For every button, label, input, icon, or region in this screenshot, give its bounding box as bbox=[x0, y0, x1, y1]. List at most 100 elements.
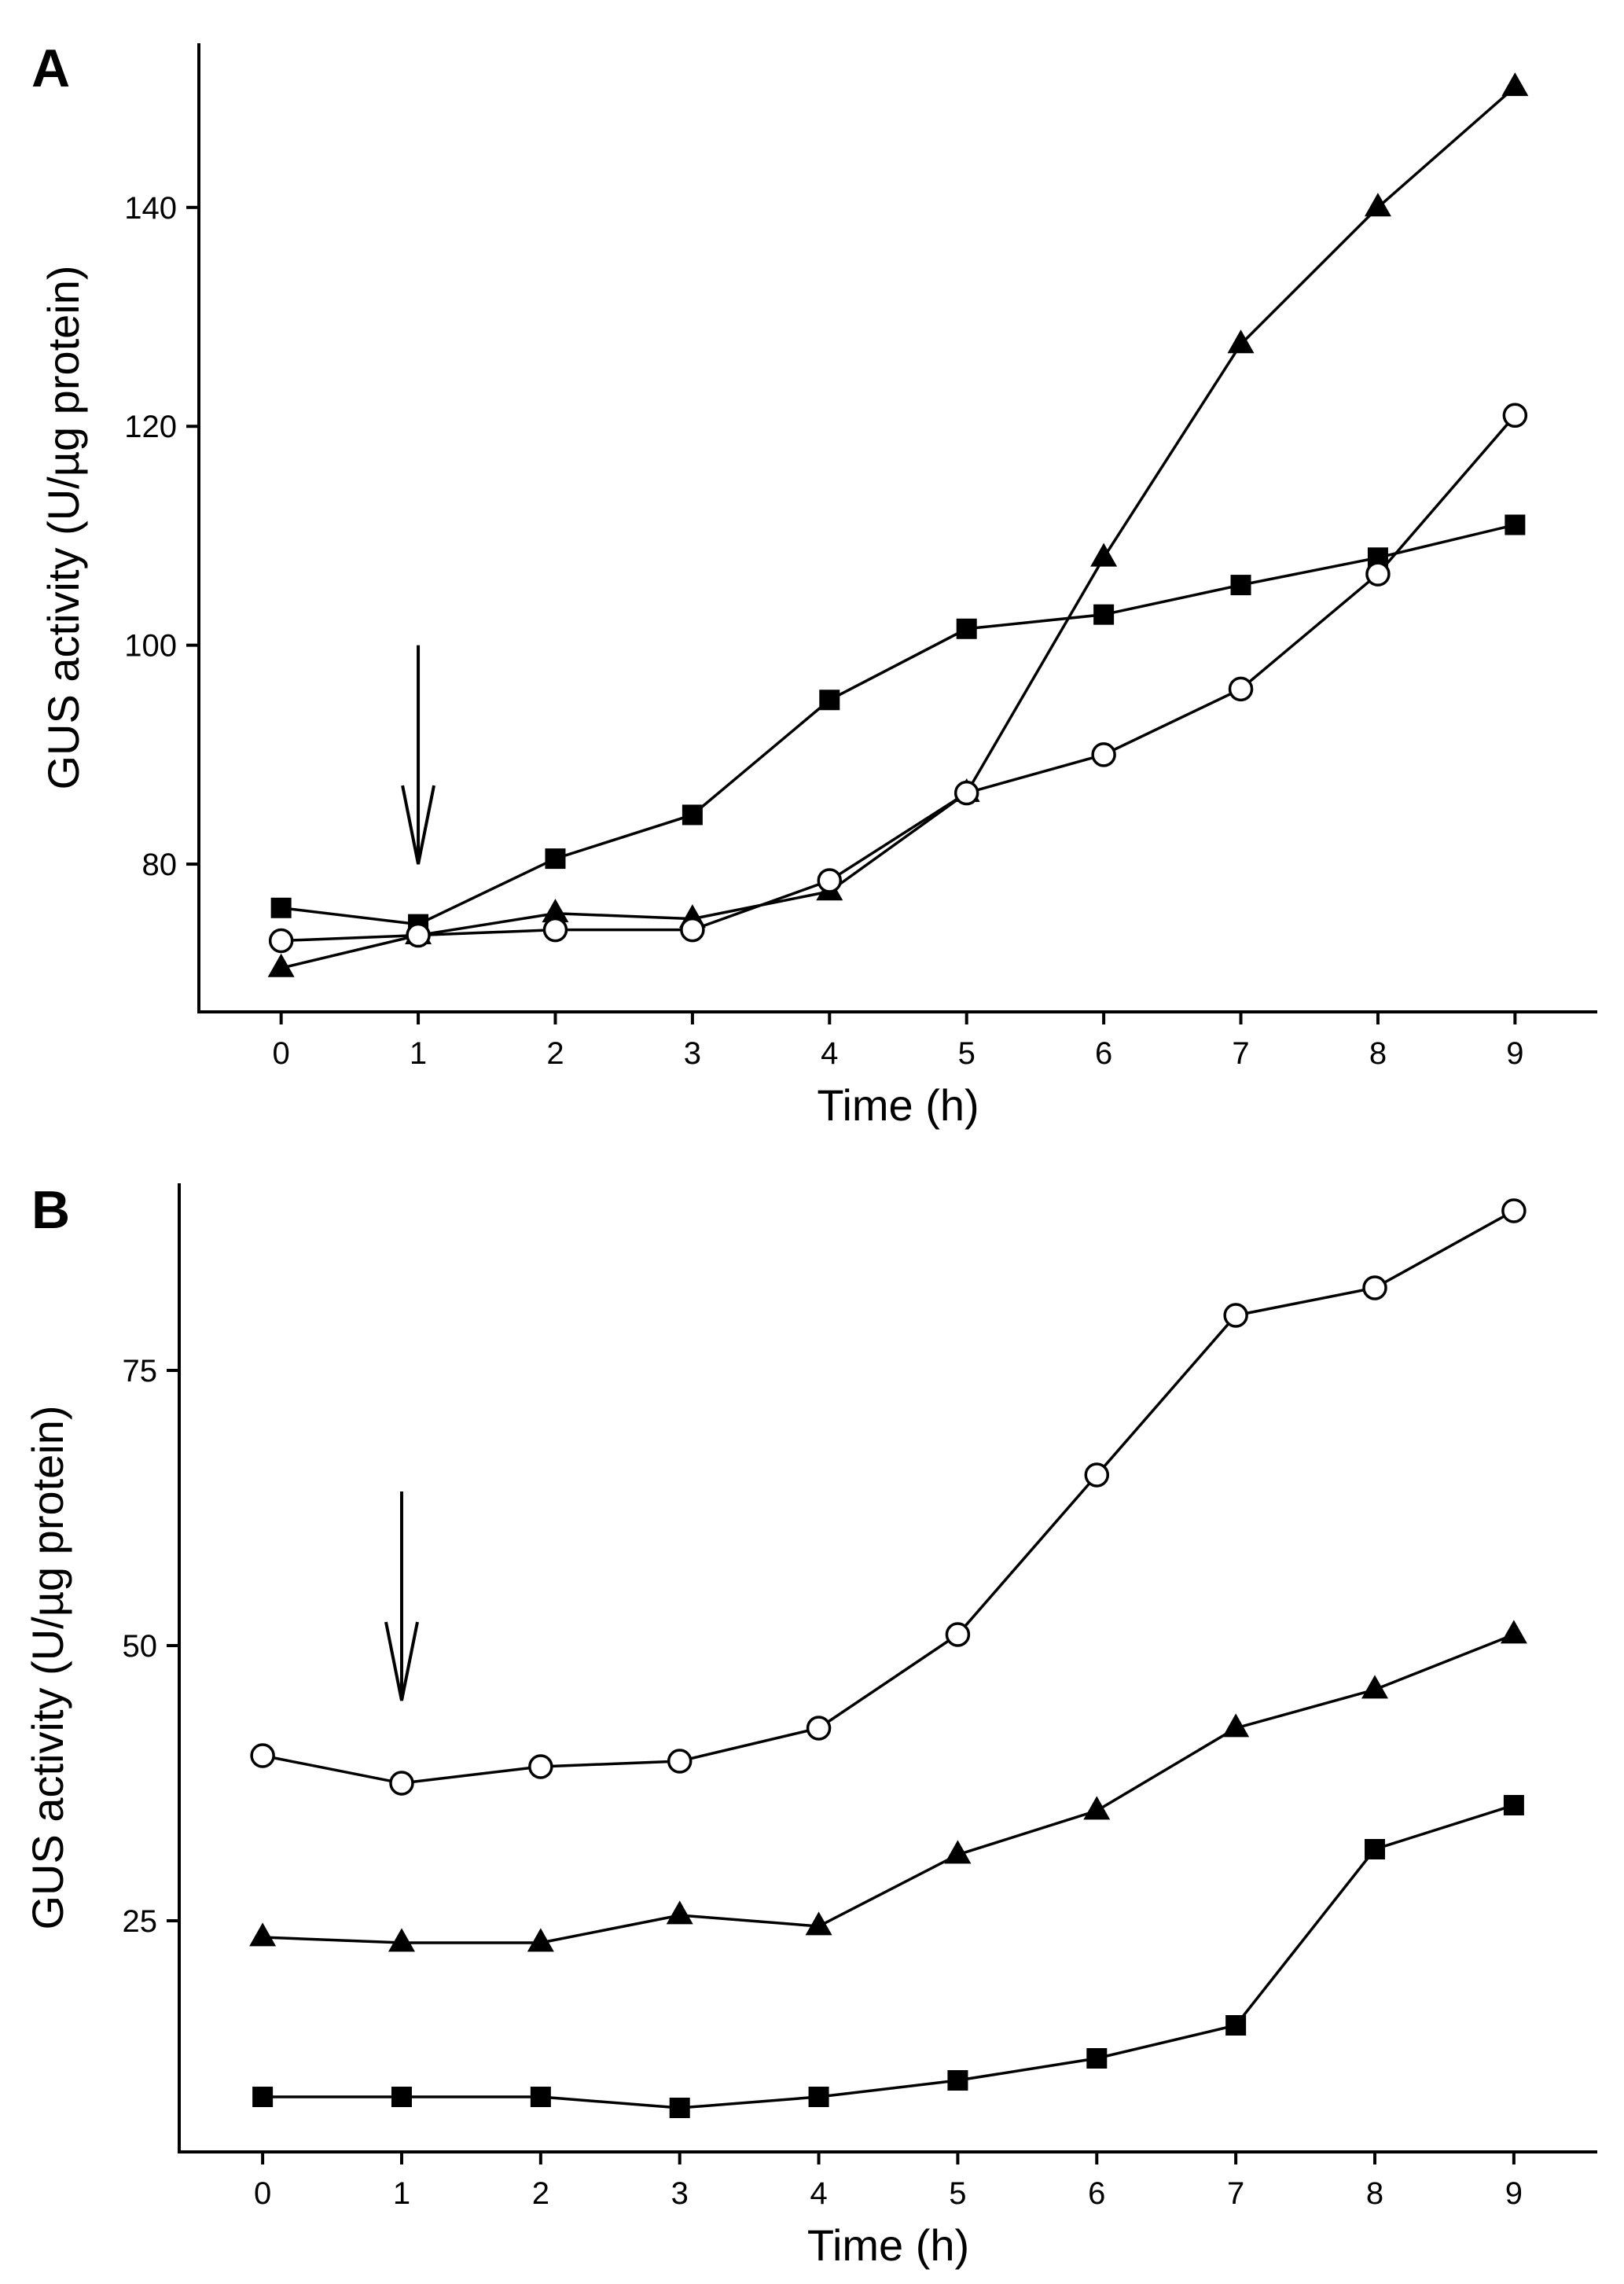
markers-filled-square bbox=[252, 1795, 1524, 2118]
data-point-circle bbox=[1502, 403, 1528, 428]
data-point-square bbox=[391, 2087, 412, 2107]
data-point-square bbox=[252, 2087, 274, 2107]
data-point-square bbox=[545, 848, 566, 870]
x-tick-label: 1 bbox=[393, 2176, 410, 2211]
data-point-triangle bbox=[1500, 1620, 1527, 1644]
data-point-square bbox=[270, 897, 292, 918]
data-point-square bbox=[1093, 604, 1115, 625]
data-point-circle bbox=[389, 1771, 414, 1796]
panel-label: A bbox=[31, 39, 70, 98]
data-point-triangle bbox=[1361, 1675, 1389, 1699]
y-tick-label: 80 bbox=[142, 848, 178, 882]
data-point-circle bbox=[406, 922, 431, 948]
markers-filled-square bbox=[270, 514, 1526, 935]
data-point-square bbox=[1225, 2015, 1247, 2036]
axes bbox=[197, 43, 1597, 1013]
y-axis-title: GUS activity (U/µg protein) bbox=[23, 1405, 72, 1929]
x-tick-label: 6 bbox=[1095, 1036, 1112, 1071]
series-line bbox=[281, 523, 1516, 926]
data-point-triangle bbox=[267, 953, 295, 977]
series-filled-square bbox=[263, 1804, 1515, 2109]
panel-a: A 0 1 2 3 4 5 6 7 8 9 80 100 120 140 Time (h) GUS activi… bbox=[31, 39, 1597, 1130]
data-point-circle bbox=[1223, 1303, 1248, 1328]
x-axis-title: Time (h) bbox=[807, 2220, 969, 2270]
series-line bbox=[281, 86, 1516, 970]
data-point-circle bbox=[817, 868, 843, 893]
x-tick-label: 6 bbox=[1088, 2176, 1105, 2211]
data-point-square bbox=[1086, 2048, 1108, 2069]
markers-open-circle bbox=[250, 1198, 1527, 1796]
data-point-square bbox=[682, 804, 703, 826]
data-point-circle bbox=[680, 917, 705, 943]
series-line bbox=[281, 414, 1516, 943]
x-tick-label: 4 bbox=[821, 1036, 838, 1071]
data-point-triangle bbox=[1222, 1713, 1250, 1738]
x-tick-label: 5 bbox=[949, 2176, 966, 2211]
data-point-square bbox=[947, 2070, 968, 2091]
data-point-square bbox=[1503, 1795, 1524, 1815]
data-point-square bbox=[1230, 575, 1251, 596]
data-point-triangle bbox=[1090, 542, 1118, 567]
data-point-triangle bbox=[1227, 329, 1255, 354]
data-point-triangle bbox=[944, 1840, 972, 1864]
data-point-circle bbox=[250, 1743, 275, 1768]
y-tick-label: 140 bbox=[124, 191, 177, 226]
data-point-triangle bbox=[1083, 1796, 1111, 1820]
data-point-circle bbox=[806, 1716, 832, 1741]
x-tick-label: 2 bbox=[546, 1036, 564, 1071]
data-point-circle bbox=[945, 1622, 971, 1647]
x-tick-label: 0 bbox=[254, 2176, 271, 2211]
data-point-triangle bbox=[249, 1922, 277, 1947]
x-tick-label: 1 bbox=[410, 1036, 427, 1071]
data-point-triangle bbox=[1364, 193, 1391, 217]
markers-open-circle bbox=[268, 403, 1528, 954]
y-tick-label: 75 bbox=[123, 1354, 158, 1388]
series-filled-triangle bbox=[263, 1633, 1515, 1944]
data-point-circle bbox=[953, 780, 979, 806]
data-point-square bbox=[1505, 514, 1526, 535]
data-point-circle bbox=[542, 917, 568, 943]
x-tick-label: 9 bbox=[1505, 2176, 1523, 2211]
series-line bbox=[263, 1804, 1515, 2109]
axes bbox=[178, 1183, 1597, 2153]
x-tick-label: 8 bbox=[1366, 2176, 1383, 2211]
y-tick-label: 50 bbox=[123, 1629, 158, 1664]
x-tick-label: 9 bbox=[1506, 1036, 1523, 1071]
x-tick-label: 3 bbox=[671, 2176, 689, 2211]
series-open-circle bbox=[281, 414, 1516, 943]
series-line bbox=[263, 1633, 1515, 1944]
x-tick-label: 2 bbox=[532, 2176, 549, 2211]
data-point-square bbox=[530, 2087, 551, 2107]
data-point-circle bbox=[667, 1749, 693, 1774]
data-point-circle bbox=[1228, 676, 1254, 702]
data-point-triangle bbox=[1501, 72, 1529, 97]
x-tick-label: 8 bbox=[1369, 1036, 1387, 1071]
data-point-circle bbox=[1362, 1275, 1387, 1300]
data-point-circle bbox=[1365, 561, 1391, 587]
data-point-circle bbox=[1084, 1462, 1110, 1488]
x-tick-label: 0 bbox=[273, 1036, 290, 1071]
data-point-circle bbox=[1091, 742, 1116, 767]
data-point-triangle bbox=[388, 1928, 415, 1952]
data-point-triangle bbox=[542, 899, 569, 923]
x-tick-label: 5 bbox=[958, 1036, 976, 1071]
panel-label: B bbox=[31, 1180, 70, 1240]
data-point-square bbox=[1365, 1839, 1386, 1859]
y-axis-title: GUS activity (U/µg protein) bbox=[39, 265, 88, 789]
data-point-square bbox=[819, 690, 840, 711]
data-point-square bbox=[808, 2087, 829, 2107]
data-point-square bbox=[669, 2098, 690, 2118]
series-line bbox=[262, 1209, 1515, 1785]
arrow-icon bbox=[384, 1491, 419, 1701]
y-tick-label: 25 bbox=[123, 1904, 158, 1939]
data-point-triangle bbox=[805, 1911, 832, 1936]
data-point-triangle bbox=[527, 1928, 554, 1952]
data-point-square bbox=[956, 618, 977, 639]
arrow-icon bbox=[401, 645, 436, 865]
series-filled-triangle bbox=[281, 86, 1516, 970]
x-tick-label: 7 bbox=[1227, 2176, 1244, 2211]
data-point-triangle bbox=[666, 1900, 693, 1925]
y-tick-label: 100 bbox=[124, 629, 177, 664]
x-axis-title: Time (h) bbox=[817, 1080, 979, 1130]
